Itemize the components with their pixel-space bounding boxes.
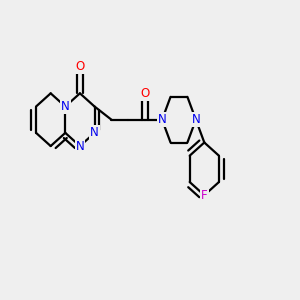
Text: N: N <box>191 113 200 126</box>
Text: F: F <box>201 189 208 202</box>
Text: N: N <box>90 126 99 140</box>
Text: O: O <box>75 61 85 74</box>
Text: N: N <box>76 140 84 152</box>
Text: O: O <box>141 87 150 100</box>
Text: N: N <box>61 100 70 113</box>
Text: N: N <box>158 113 167 126</box>
